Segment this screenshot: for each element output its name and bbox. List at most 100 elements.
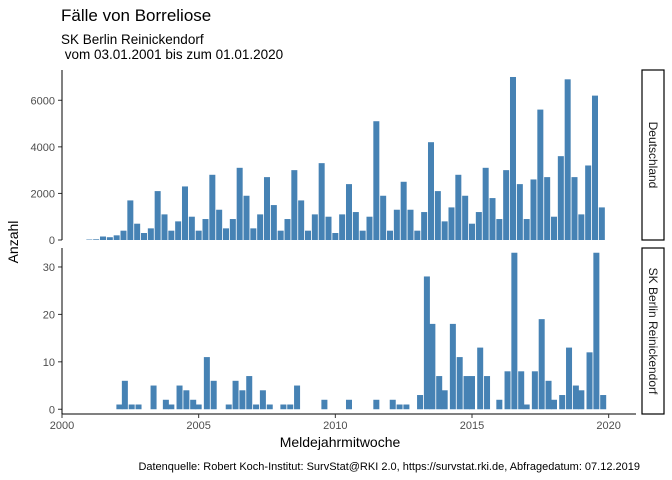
bar	[468, 223, 475, 240]
bar	[140, 233, 147, 240]
bar	[280, 404, 287, 410]
bar	[291, 170, 298, 240]
bar	[239, 390, 246, 410]
bar	[475, 212, 482, 240]
bars-reinickendorf	[116, 252, 607, 410]
bar	[436, 376, 443, 410]
bar	[106, 237, 113, 240]
bar	[421, 212, 428, 240]
bar	[544, 177, 551, 240]
strip-label-deutschland: Deutschland	[646, 122, 660, 189]
bar	[423, 276, 430, 410]
bar	[503, 170, 510, 240]
bar	[162, 399, 169, 410]
y-ticks-deutschland: 0 2000 4000 6000	[31, 95, 62, 247]
bar	[253, 404, 260, 410]
bar	[550, 399, 557, 410]
bar	[190, 399, 197, 410]
x-tick-label: 2000	[50, 420, 74, 432]
bar	[393, 209, 400, 240]
bar	[564, 79, 571, 240]
bar	[161, 214, 168, 240]
bar	[449, 323, 456, 410]
bar	[345, 184, 352, 240]
bar	[591, 95, 598, 241]
bar	[183, 390, 190, 410]
bar	[537, 109, 544, 240]
bar	[250, 228, 257, 240]
bar	[516, 184, 523, 240]
bar	[168, 230, 175, 240]
bar	[134, 223, 141, 240]
y-tick-label: 20	[43, 309, 55, 321]
y-tick-label: 2000	[31, 188, 55, 200]
bar	[176, 385, 183, 410]
chart-subtitle-line1: SK Berlin Reinickendorf	[61, 32, 204, 47]
y-tick-label: 0	[49, 235, 55, 247]
x-tick-label: 2015	[460, 420, 484, 432]
bar	[113, 235, 120, 240]
x-ticks: 2000 2005 2010 2015 2020	[50, 414, 621, 432]
bar	[578, 214, 585, 240]
bar	[571, 177, 578, 240]
bar	[135, 404, 142, 410]
bar	[407, 209, 414, 240]
bar	[216, 209, 223, 240]
bar	[585, 165, 592, 240]
data-source-caption: Datenquelle: Robert Koch-Institut: SurvS…	[138, 461, 640, 473]
y-tick-label: 6000	[31, 95, 55, 107]
bar	[168, 404, 175, 410]
bar	[489, 198, 496, 240]
bar	[530, 179, 537, 240]
bar	[154, 191, 161, 240]
bar	[380, 195, 387, 240]
bar	[150, 385, 157, 410]
bar	[298, 200, 305, 240]
bar	[504, 371, 511, 410]
bar	[243, 195, 250, 240]
bar	[332, 233, 339, 240]
bar	[523, 219, 530, 240]
bar	[463, 376, 470, 410]
bar	[441, 390, 448, 410]
bar	[531, 371, 538, 410]
bar	[99, 236, 106, 240]
bar	[321, 399, 328, 410]
bar	[545, 380, 552, 410]
y-tick-label: 10	[43, 357, 55, 369]
bar	[229, 219, 236, 240]
bar	[203, 357, 210, 410]
bar	[202, 219, 209, 240]
chart-subtitle-line2: vom 03.01.2001 bis zum 01.01.2020	[61, 47, 283, 62]
bar	[586, 352, 593, 410]
bar	[468, 376, 475, 410]
x-tick-label: 2010	[323, 420, 347, 432]
bar	[318, 163, 325, 240]
bar	[232, 380, 239, 410]
bar	[557, 156, 564, 240]
bar	[509, 76, 516, 241]
bar	[284, 219, 291, 240]
bar	[538, 319, 545, 410]
bar	[259, 390, 266, 410]
bar	[263, 177, 270, 240]
bar	[236, 167, 243, 240]
bar	[496, 399, 503, 410]
bar	[403, 404, 410, 410]
bar	[523, 404, 530, 410]
bar	[448, 207, 455, 240]
bar	[116, 404, 123, 410]
bar	[414, 230, 421, 240]
bar	[93, 239, 100, 240]
bar	[120, 230, 127, 240]
bar	[359, 230, 366, 240]
bar	[195, 230, 202, 240]
bar	[572, 385, 579, 410]
panel-reinickendorf: 0 10 20 30 SK Berlin Reinickendorf	[43, 247, 665, 416]
bar	[518, 371, 525, 410]
x-axis-title: Meldejahrmitwoche	[280, 434, 401, 450]
bar	[304, 230, 311, 240]
bar	[270, 205, 277, 240]
bar	[209, 174, 216, 240]
strip-label-reinickendorf: SK Berlin Reinickendorf	[646, 268, 660, 395]
